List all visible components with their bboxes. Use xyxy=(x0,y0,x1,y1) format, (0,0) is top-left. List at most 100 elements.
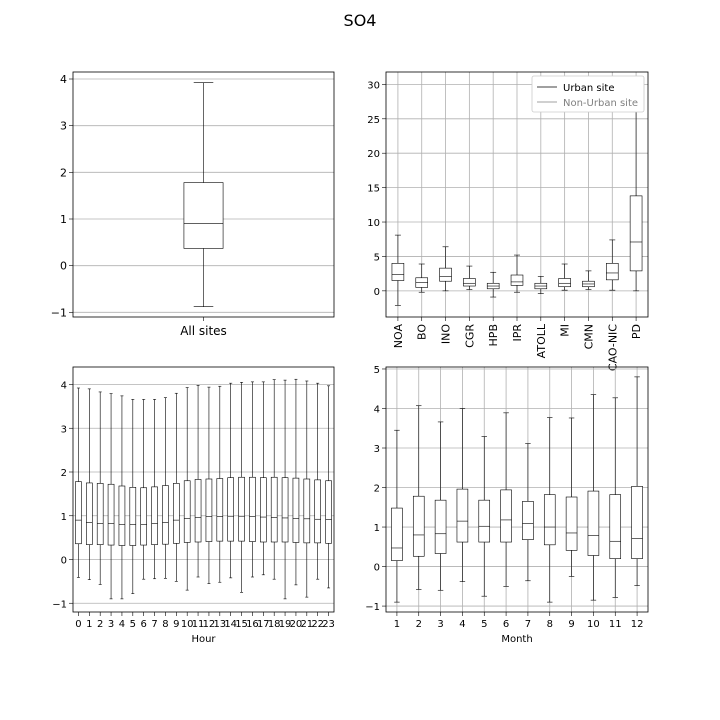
x-tick-label: 1 xyxy=(394,619,400,630)
iqr-box xyxy=(434,499,447,554)
iqr-box xyxy=(456,488,469,543)
x-tick-label: 2 xyxy=(416,619,422,630)
gridlines xyxy=(73,384,334,604)
y-tick-label: 10 xyxy=(367,218,380,229)
x-tick-label: IPR xyxy=(511,324,524,342)
box-6 xyxy=(140,399,147,580)
iqr-box xyxy=(249,476,256,542)
box-18 xyxy=(270,379,278,580)
iqr-box xyxy=(129,487,137,546)
axes-frame xyxy=(385,71,649,318)
x-axis: 1 2 3 4 5 6 7 8 9 10 11 12 xyxy=(394,612,643,630)
x-tick-label: CGR xyxy=(463,324,476,348)
y-tick-label: 1 xyxy=(374,523,380,534)
x-axis: All sites xyxy=(180,317,227,338)
box-1 xyxy=(391,429,403,603)
x-tick-label: 20 xyxy=(290,619,303,630)
x-tick-label: 10 xyxy=(181,619,194,630)
iqr-box xyxy=(565,496,578,551)
iqr-box xyxy=(500,489,512,543)
iqr-box xyxy=(629,195,643,272)
x-tick-label: 19 xyxy=(279,619,292,630)
box-NOA xyxy=(391,234,405,306)
iqr-box xyxy=(510,274,524,286)
iqr-box xyxy=(292,477,300,543)
box-CMN xyxy=(582,270,595,290)
box-CGR xyxy=(463,265,476,290)
figure-title: SO4 xyxy=(344,11,377,30)
box-9 xyxy=(565,417,578,577)
x-tick-label: 11 xyxy=(609,619,622,630)
box-All sites xyxy=(183,82,224,308)
y-tick-label: 5 xyxy=(374,252,380,263)
x-tick-label: 7 xyxy=(151,619,157,630)
x-axis-label: Month xyxy=(501,634,532,645)
x-tick-label: NOA xyxy=(392,324,405,349)
box-ATOLL xyxy=(534,276,548,294)
box-9 xyxy=(173,392,180,582)
x-tick-label: 8 xyxy=(547,619,553,630)
y-axis: −1 0 1 2 3 4 xyxy=(52,381,73,610)
box-3 xyxy=(107,393,115,600)
y-tick-label: −1 xyxy=(52,599,67,610)
legend: Urban site Non-Urban site xyxy=(531,75,645,113)
iqr-box xyxy=(183,182,224,249)
y-tick-label: 2 xyxy=(60,166,67,179)
x-tick-label: CMN xyxy=(582,324,595,349)
box-MI xyxy=(558,263,571,291)
box-BO xyxy=(415,263,428,293)
box-23 xyxy=(325,385,332,589)
box-2 xyxy=(412,405,425,590)
iqr-box xyxy=(281,477,289,543)
iqr-box xyxy=(439,267,452,282)
y-tick-label: 3 xyxy=(374,444,380,455)
x-tick-label: ATOLL xyxy=(535,323,548,358)
y-tick-label: −1 xyxy=(365,602,380,613)
y-tick-label: 3 xyxy=(61,424,67,435)
iqr-box xyxy=(107,483,115,546)
box-HPB xyxy=(486,271,500,298)
y-tick-label: 4 xyxy=(374,404,380,415)
iqr-box xyxy=(151,486,158,545)
box-11 xyxy=(609,397,622,598)
y-axis: −1 0 1 2 3 4 5 xyxy=(365,365,386,613)
y-tick-label: −1 xyxy=(51,306,67,319)
x-tick-label: 17 xyxy=(257,619,270,630)
x-tick-label: 5 xyxy=(481,619,487,630)
box-0 xyxy=(75,387,82,578)
box-1 xyxy=(86,388,93,580)
iqr-box xyxy=(543,494,556,546)
iqr-box xyxy=(260,477,267,543)
box-7 xyxy=(151,399,158,580)
x-tick-label: 15 xyxy=(235,619,248,630)
x-tick-label: HPB xyxy=(487,324,500,346)
legend-label: Non-Urban site xyxy=(563,98,638,109)
box-12 xyxy=(205,386,213,584)
x-tick-label: 13 xyxy=(213,619,226,630)
iqr-box xyxy=(216,478,224,542)
x-tick-label: 2 xyxy=(97,619,103,630)
y-tick-label: 0 xyxy=(374,287,380,298)
gridlines xyxy=(386,367,648,612)
x-tick-label: 9 xyxy=(568,619,574,630)
y-tick-label: 1 xyxy=(60,213,67,226)
iqr-box xyxy=(118,485,126,546)
x-axis: NOA BO INO CGR HPB IPR ATOLL MI CMN CAO-NIC PD xyxy=(392,317,643,371)
subplot-2: 0 5 10 15 20 25 30 NOA BO INO CGR HPB IPR ATOLL MI CMN C… xyxy=(367,71,649,371)
box-IPR xyxy=(510,254,524,293)
box-14 xyxy=(227,382,234,579)
x-tick-label: 6 xyxy=(141,619,147,630)
iqr-box xyxy=(631,486,643,559)
box-CAO-NIC xyxy=(606,239,619,291)
iqr-box xyxy=(463,278,476,287)
iqr-box xyxy=(587,490,600,556)
iqr-box xyxy=(325,480,332,544)
box-21 xyxy=(303,380,311,598)
iqr-box xyxy=(478,499,491,543)
x-tick-label: 5 xyxy=(130,619,136,630)
box-10 xyxy=(587,394,600,601)
y-tick-label: 2 xyxy=(374,484,380,495)
box-PD xyxy=(629,80,643,292)
